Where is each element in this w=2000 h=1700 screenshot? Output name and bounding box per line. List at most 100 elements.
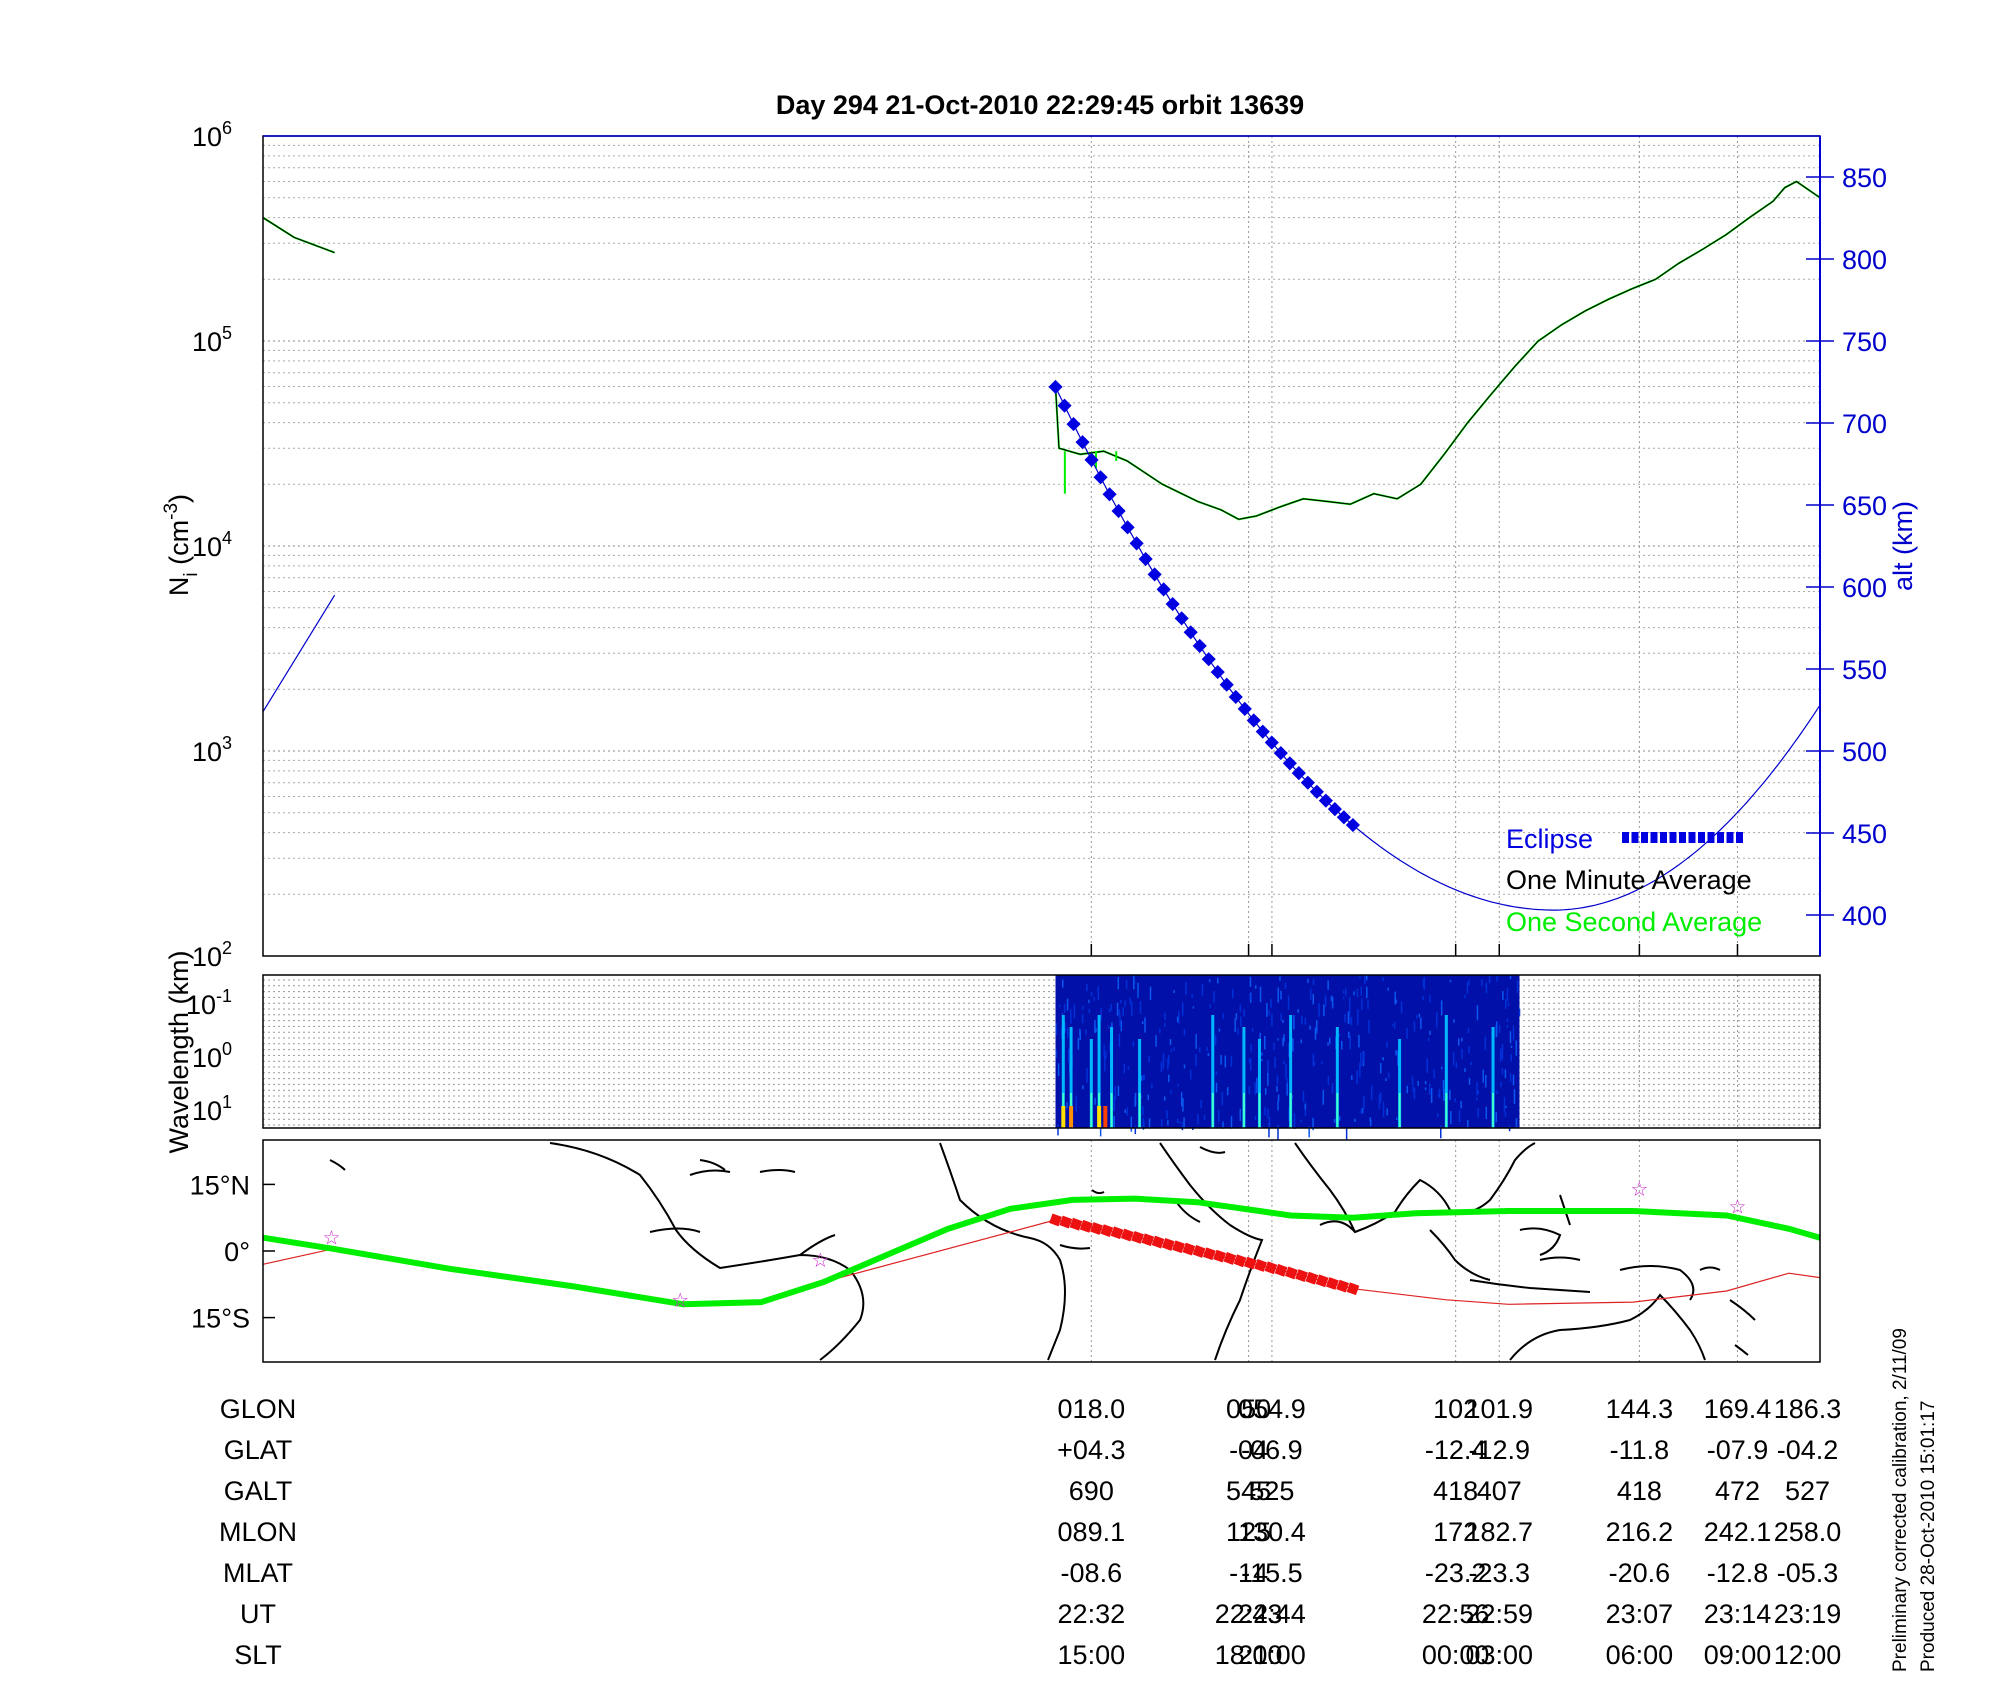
eclipse-track-marker [1233, 1254, 1247, 1268]
heatmap-cell [1516, 979, 1519, 994]
heatmap-cell [1477, 1108, 1479, 1118]
eclipse-marker [1147, 567, 1162, 582]
heatmap-cell [1173, 1047, 1175, 1051]
heatmap-cell [1354, 1118, 1356, 1122]
heatmap-cell [1268, 1122, 1270, 1138]
table-cell: 054.9 [1238, 1394, 1306, 1424]
heatmap-cell [1504, 998, 1507, 1009]
heatmap-cell [1192, 1006, 1195, 1009]
eclipse-track-marker [1346, 1282, 1360, 1296]
heatmap-cell [1142, 1117, 1145, 1130]
heatmap-cell [1515, 1040, 1518, 1056]
heatmap-bright-core [1445, 1093, 1448, 1128]
table-cell: 22:32 [1058, 1599, 1126, 1629]
eclipse-marker [1111, 503, 1126, 519]
heatmap-cell [1176, 1016, 1179, 1023]
heatmap-cell [1215, 1082, 1218, 1093]
heatmap-cell [1240, 1016, 1242, 1027]
eclipse-track-marker [1243, 1256, 1257, 1270]
heatmap-cell [1249, 993, 1251, 1000]
table-cell: 050 [1226, 1394, 1271, 1424]
density-y-tick-label: 103 [192, 733, 232, 767]
heatmap-cell [1203, 1115, 1206, 1120]
heatmap-cell [1460, 1100, 1462, 1109]
heatmap-cell [1484, 1036, 1487, 1051]
heatmap-cell [1073, 1004, 1076, 1019]
heatmap-cell [1148, 1118, 1151, 1129]
altitude-y-tick-label: 750 [1842, 327, 1887, 357]
heatmap-cell [1413, 1087, 1416, 1100]
heatmap-cell [1509, 975, 1512, 980]
eclipse-marker [1183, 625, 1198, 640]
heatmap-cell [1324, 995, 1327, 1003]
heatmap-cell [1464, 1067, 1466, 1072]
chart-title: Day 294 21-Oct-2010 22:29:45 orbit 13639 [776, 90, 1304, 120]
table-cell: 545 [1226, 1476, 1271, 1506]
heatmap-bright-core [1090, 1093, 1093, 1128]
table-row-label: MLON [219, 1517, 297, 1547]
table-cell: 690 [1069, 1476, 1114, 1506]
heatmap-cell [1342, 990, 1345, 994]
heatmap-cell [1379, 1062, 1382, 1074]
heatmap-cell [1307, 978, 1309, 983]
heatmap-cell [1470, 1061, 1472, 1066]
heatmap-cell [1055, 1049, 1058, 1058]
legend-eclipse-square [1622, 832, 1629, 843]
eclipse-marker [1201, 652, 1216, 667]
heatmap-cell [1412, 1086, 1415, 1093]
altitude-y-tick-label: 800 [1842, 245, 1887, 275]
heatmap-bright-band [1089, 1039, 1093, 1128]
wavelength-y-tick-label: 10-1 [186, 986, 232, 1020]
heatmap-cell [1378, 1094, 1381, 1109]
heatmap-bright-core [1258, 1093, 1261, 1128]
heatmap-cell [1167, 1120, 1169, 1126]
heatmap-cell [1361, 1108, 1364, 1114]
heatmap-cell [1340, 1041, 1343, 1050]
legend-eclipse-square [1688, 832, 1696, 843]
heatmap-cell [1230, 1116, 1233, 1129]
heatmap-cell [1464, 994, 1466, 999]
heatmap-cell [1322, 1090, 1325, 1105]
table-cell: 03:00 [1465, 1640, 1533, 1670]
heatmap-cell [1507, 1002, 1510, 1006]
heatmap-cell [1173, 990, 1175, 993]
map-panel: ☆ ☆ ☆ ☆ ☆ 15°N 0° 15°S [190, 1139, 1821, 1363]
heatmap-cell [1094, 1097, 1096, 1105]
one-second-average-line [1054, 180, 1821, 521]
heatmap-cell [1264, 1088, 1267, 1095]
table-cell: 186.3 [1774, 1394, 1842, 1424]
heatmap-cell [1067, 1048, 1070, 1063]
eclipse-marker [1057, 398, 1072, 413]
heatmap-cell [1268, 1117, 1271, 1129]
table-cell: 21:00 [1238, 1640, 1306, 1670]
heatmap-bright-band [1444, 1015, 1448, 1128]
heatmap-cell [1350, 1017, 1353, 1026]
eclipse-track-marker [1315, 1274, 1329, 1288]
heatmap-cell [1388, 1072, 1390, 1079]
heatmap-cell [1274, 1056, 1276, 1069]
heatmap-cell [1192, 1127, 1194, 1130]
table-cell: 144.3 [1606, 1394, 1674, 1424]
heatmap-cell [1318, 1003, 1320, 1017]
heatmap-cell [1356, 1070, 1358, 1085]
altitude-y-tick-label: 500 [1842, 737, 1887, 767]
heatmap-cell [1133, 975, 1135, 990]
heatmap-cell [1312, 1117, 1314, 1131]
eclipse-track-marker [1182, 1242, 1196, 1256]
heatmap-cell [1195, 1034, 1197, 1049]
eclipse-marker [1066, 417, 1081, 432]
heatmap-cell [1248, 1057, 1251, 1064]
wavelength-heatmap [1055, 975, 1521, 1141]
heatmap-cell [1161, 1119, 1163, 1127]
heatmap-cell [1468, 979, 1470, 986]
table-cell: 407 [1477, 1476, 1522, 1506]
heatmap-cell [1367, 999, 1369, 1010]
heatmap-cell [1082, 1085, 1084, 1090]
heatmap-bright-band [1335, 1027, 1339, 1128]
heatmap-bright-core [1492, 1093, 1495, 1128]
heatmap-cell [1518, 1008, 1521, 1017]
heatmap-cell [1359, 976, 1361, 979]
heatmap-cell [1206, 1047, 1208, 1051]
heatmap-cell [1395, 1117, 1398, 1121]
heatmap-cell [1476, 1005, 1479, 1021]
